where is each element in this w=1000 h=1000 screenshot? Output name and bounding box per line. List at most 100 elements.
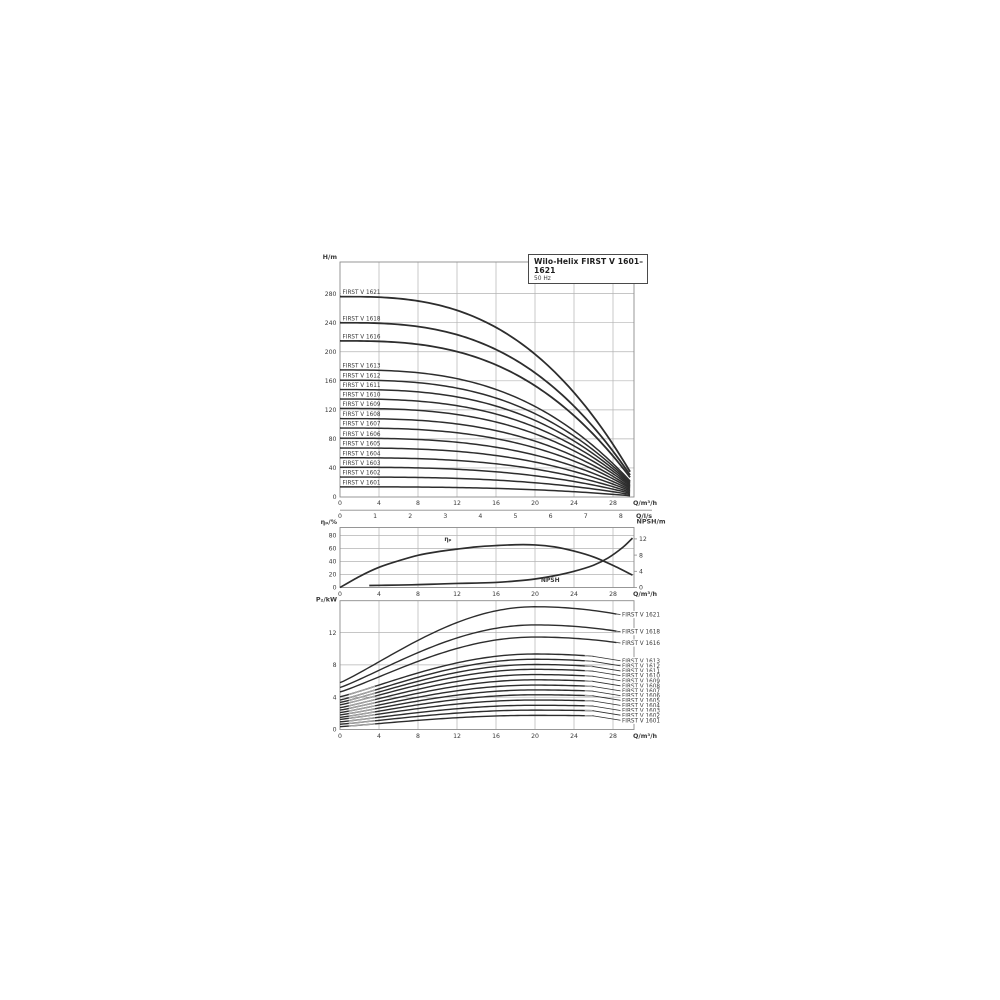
curve-label-bg <box>341 419 377 428</box>
curve-label-bg <box>620 706 657 715</box>
curve-label: FIRST V 1601 <box>343 480 381 486</box>
tick-label: 8 <box>333 662 337 669</box>
curve-label: FIRST V 1611 <box>343 383 381 389</box>
curve-label-bg <box>620 662 657 670</box>
tick-label: 12 <box>639 536 647 543</box>
tick-label: 8 <box>416 500 420 507</box>
tick-label: 40 <box>329 465 337 472</box>
npsh-curve-label: NPSH <box>541 577 560 584</box>
curve-label-bg <box>620 711 657 719</box>
curve-label: FIRST V 1608 <box>343 412 381 418</box>
tick-label: 20 <box>531 733 539 740</box>
curve-label: FIRST V 1605 <box>622 698 660 704</box>
tick-label: 16 <box>492 733 500 740</box>
tick-label: 160 <box>325 378 337 385</box>
axis-label-flow-lps: Q/l/s <box>636 512 652 520</box>
power-curve-muted-start <box>348 702 376 710</box>
tick-label: 5 <box>514 513 518 520</box>
curve-label-bg <box>620 677 657 685</box>
curve-leader-line <box>616 613 621 615</box>
curve-label: FIRST V 1613 <box>622 659 660 665</box>
curve-label: FIRST V 1607 <box>622 689 660 695</box>
power-curve-muted-start <box>348 698 376 707</box>
power-curve-first-v-1610 <box>339 668 593 706</box>
axis-label-flow-mid: Q/m³/h <box>633 590 658 598</box>
power-curve-first-v-1603 <box>339 704 593 723</box>
tick-label: 0 <box>338 733 342 740</box>
tick-label: 8 <box>619 513 623 520</box>
curve-leader-line <box>616 642 621 644</box>
curve-label-bg <box>341 410 377 418</box>
head-curve-first-v-1602 <box>340 476 631 496</box>
tick-label: 4 <box>333 694 337 701</box>
power-curve-muted-end <box>584 670 594 672</box>
tick-label: 80 <box>329 533 337 540</box>
curve-label-bg <box>341 390 377 399</box>
curve-label-bg <box>341 478 377 487</box>
tick-label: 4 <box>639 569 643 576</box>
curve-leader-line <box>592 675 621 682</box>
power-curve-muted-start <box>348 705 376 712</box>
tick-label: 0 <box>333 585 337 592</box>
axis-label-head: H/m <box>323 253 338 261</box>
tick-label: 24 <box>570 500 578 507</box>
axis-label-npsh: NPSH/m <box>637 518 666 526</box>
power-curve-first-v-1606 <box>339 689 593 716</box>
tick-label: 4 <box>377 733 381 740</box>
tick-label: 0 <box>338 513 342 520</box>
curve-leader-line <box>592 686 621 692</box>
curve-label: FIRST V 1616 <box>622 641 660 647</box>
curve-label-bg <box>620 716 657 724</box>
curve-label-bg <box>341 381 377 389</box>
curve-label-bg <box>620 701 657 709</box>
head-curve-first-v-1607 <box>340 427 631 489</box>
curve-label: FIRST V 1602 <box>622 713 660 719</box>
tick-label: 60 <box>329 546 337 553</box>
curve-label: FIRST V 1610 <box>622 674 660 680</box>
curve-label: FIRST V 1621 <box>622 613 660 619</box>
power-curve-muted-start <box>348 692 376 702</box>
power-curve-muted-start <box>348 717 376 722</box>
head-curve-first-v-1612 <box>340 379 631 483</box>
tick-label: 8 <box>416 733 420 740</box>
tick-label: 240 <box>325 320 337 327</box>
curve-leader-line <box>592 690 621 696</box>
tick-label: 2 <box>408 513 412 520</box>
curve-leader-line <box>592 695 621 701</box>
head-curve-first-v-1603 <box>340 466 631 494</box>
power-curve-first-v-1616 <box>339 636 617 693</box>
head-curve-first-v-1609 <box>340 407 631 487</box>
efficiency-curve-label: ηₚ <box>444 536 451 543</box>
curve-label: FIRST V 1604 <box>622 703 660 709</box>
tick-label: 12 <box>453 500 461 507</box>
curve-label: FIRST V 1610 <box>343 393 381 399</box>
power-curve-first-v-1612 <box>339 658 593 701</box>
curve-label-bg <box>620 628 657 636</box>
curve-label: FIRST V 1613 <box>343 364 381 370</box>
power-curve-muted-start <box>348 695 376 704</box>
tick-label: 280 <box>325 291 337 298</box>
tick-label: 0 <box>639 585 643 592</box>
curve-label: FIRST V 1603 <box>343 461 381 467</box>
curve-label: FIRST V 1605 <box>343 442 381 448</box>
tick-label: 8 <box>639 552 643 559</box>
tick-label: 0 <box>338 591 342 598</box>
curve-label: FIRST V 1603 <box>622 709 660 715</box>
axis-label-efficiency: ηₚ/% <box>321 518 338 526</box>
tick-label: 20 <box>329 572 337 579</box>
tick-label: 4 <box>377 591 381 598</box>
power-curve-first-v-1608 <box>339 679 593 711</box>
efficiency-curve <box>339 543 633 589</box>
power-curve-first-v-1601 <box>339 714 593 728</box>
tick-label: 12 <box>453 733 461 740</box>
head-curve-first-v-1605 <box>340 447 631 492</box>
tick-label: 28 <box>609 733 617 740</box>
tick-label: 1 <box>373 513 377 520</box>
curve-leader-line <box>592 705 621 711</box>
power-curve-first-v-1602 <box>339 709 593 725</box>
power-curve-muted-end <box>584 665 594 668</box>
tick-label: 0 <box>338 500 342 507</box>
curve-label: FIRST V 1608 <box>622 684 660 690</box>
curve-label: FIRST V 1607 <box>343 422 381 428</box>
